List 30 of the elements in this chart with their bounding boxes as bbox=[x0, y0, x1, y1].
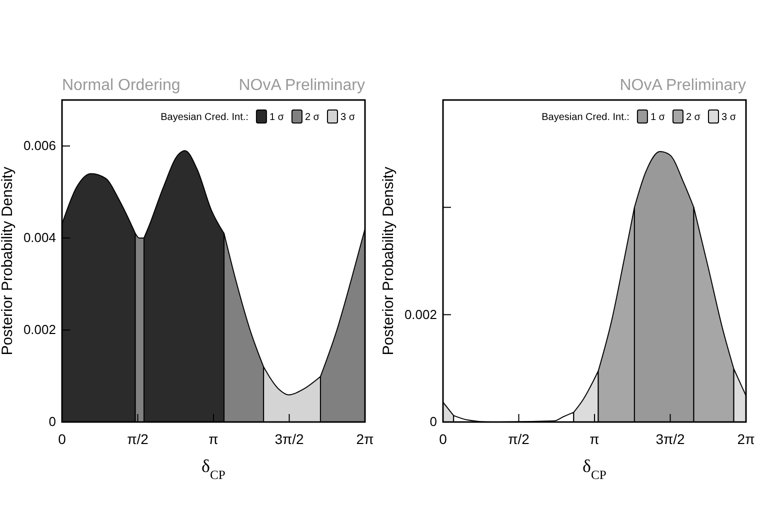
legend-title: Bayesian Cred. Int.: bbox=[542, 112, 630, 123]
y-tick-label: 0.002 bbox=[23, 322, 56, 338]
x-tick-label: 3π/2 bbox=[656, 430, 686, 447]
legend-label: 1 σ bbox=[650, 112, 666, 123]
legend-label: 2 σ bbox=[304, 112, 320, 123]
x-tick-label: π bbox=[208, 430, 219, 447]
x-tick-label: 3π/2 bbox=[274, 430, 304, 447]
x-axis-title: δ$_{CP}$ bbox=[202, 456, 226, 482]
y-tick-label: 0 bbox=[48, 414, 56, 430]
x-tick-label: 0 bbox=[58, 430, 66, 447]
legend-label: 3 σ bbox=[340, 112, 356, 123]
y-axis-title: Posterior Probability Density bbox=[0, 166, 16, 356]
y-tick-label: 0.002 bbox=[404, 306, 437, 322]
y-tick-label: 0.004 bbox=[23, 230, 56, 246]
x-tick-label: π/2 bbox=[127, 430, 149, 447]
y-tick-label: 0.006 bbox=[23, 138, 56, 154]
x-tick-label: 2π bbox=[737, 430, 756, 447]
text: NOvA Preliminary bbox=[238, 77, 365, 94]
x-tick-label: π bbox=[590, 430, 600, 447]
x-tick-label: 0 bbox=[439, 430, 448, 447]
x-axis-title: δ$_{CP}$ bbox=[582, 456, 606, 482]
legend-label: 2 σ bbox=[686, 112, 702, 123]
y-axis-title: Posterior Probability Density bbox=[380, 166, 397, 356]
x-tick-label: π/2 bbox=[508, 430, 530, 447]
text: NOvA Preliminary bbox=[620, 77, 746, 94]
legend-title: Bayesian Cred. Int.: bbox=[160, 112, 248, 123]
chart-title: Normal Ordering bbox=[62, 77, 180, 94]
legend-label: 1 σ bbox=[269, 112, 285, 123]
legend-label: 3 σ bbox=[721, 112, 737, 123]
x-tick-label: 2π bbox=[356, 430, 374, 447]
